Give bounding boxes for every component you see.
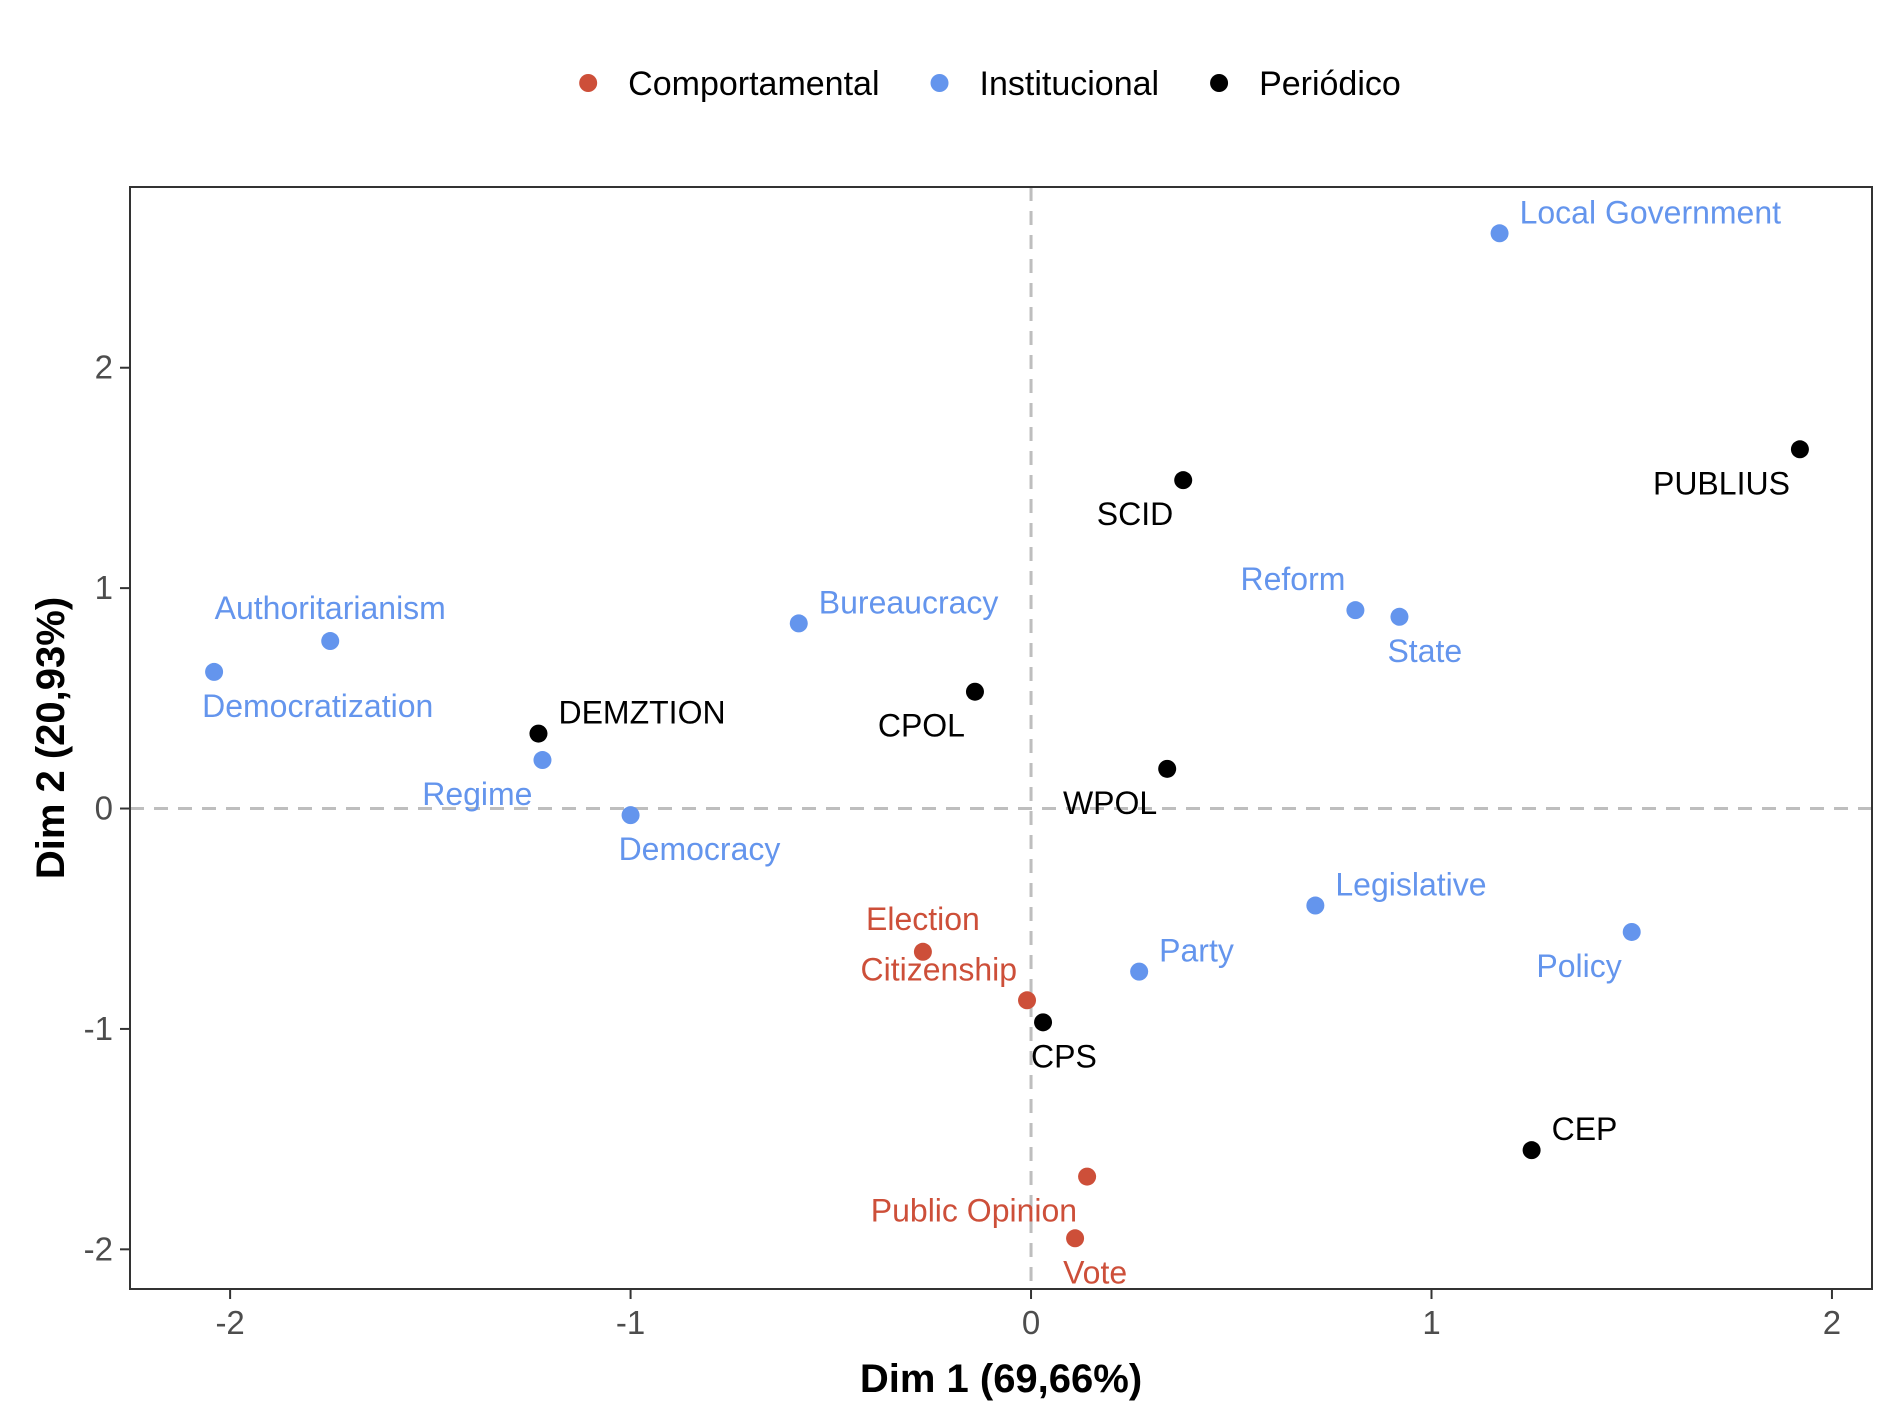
y-tick-label: -2 — [84, 1230, 113, 1267]
point-authoritarianism — [321, 632, 340, 651]
point-democracy — [621, 806, 640, 825]
reference-lines — [130, 187, 1872, 1289]
legend-label-periodico: Periódico — [1259, 65, 1401, 103]
point-label-state: State — [1387, 633, 1462, 669]
point-public-opinion — [1078, 1167, 1097, 1186]
y-axis: -2 -1 0 1 2 — [84, 349, 130, 1267]
point-cpol — [965, 682, 984, 701]
point-election — [913, 942, 932, 961]
point-scid — [1174, 471, 1193, 490]
point-label-cps: CPS — [1031, 1038, 1097, 1074]
point-label-public-opinion: Public Opinion — [871, 1193, 1077, 1229]
point-label-scid: SCID — [1097, 496, 1173, 532]
point-label-citizenship: Citizenship — [861, 951, 1018, 987]
point-state — [1390, 607, 1409, 626]
data-labels: Election Citizenship Public Opinion Vote Loc… — [202, 194, 1790, 1290]
point-label-legislative: Legislative — [1335, 867, 1486, 903]
x-tick-label: 1 — [1422, 1304, 1440, 1341]
x-tick-label: -2 — [215, 1304, 244, 1341]
legend-item-periodico: Periódico — [1210, 65, 1401, 103]
legend-label-institucional: Institucional — [980, 65, 1160, 103]
point-label-authoritarianism: Authoritarianism — [215, 590, 446, 626]
y-tick-label: 2 — [95, 349, 113, 386]
point-local-government — [1490, 224, 1509, 243]
legend: Comportamental Institucional Periódico — [579, 65, 1401, 103]
point-label-election: Election — [866, 901, 980, 937]
point-label-local-government: Local Government — [1520, 194, 1782, 230]
x-tick-label: 2 — [1823, 1304, 1841, 1341]
point-label-cpol: CPOL — [878, 708, 965, 744]
legend-key-institucional — [930, 74, 949, 92]
y-tick-label: 0 — [95, 790, 113, 827]
x-axis: -2 -1 0 1 2 — [215, 1289, 1841, 1341]
legend-label-comportamental: Comportamental — [628, 65, 879, 103]
point-label-party: Party — [1159, 933, 1234, 969]
data-points — [205, 224, 1809, 1248]
point-label-demztion: DEMZTION — [558, 695, 725, 731]
point-label-regime: Regime — [422, 776, 532, 812]
point-party — [1130, 962, 1149, 981]
point-label-publius: PUBLIUS — [1653, 465, 1790, 501]
x-tick-label: 0 — [1022, 1304, 1040, 1341]
point-cep — [1522, 1141, 1541, 1160]
point-label-reform: Reform — [1241, 561, 1346, 597]
x-tick-label: -1 — [616, 1304, 645, 1341]
point-label-vote: Vote — [1063, 1254, 1127, 1290]
point-reform — [1346, 601, 1365, 620]
y-tick-label: 1 — [95, 569, 113, 606]
point-bureaucracy — [789, 614, 808, 633]
y-axis-title: Dim 2 (20,93%) — [29, 597, 73, 879]
legend-key-comportamental — [579, 74, 598, 92]
point-label-cep: CEP — [1552, 1111, 1618, 1147]
point-publius — [1790, 440, 1809, 459]
point-cps — [1034, 1013, 1053, 1032]
point-vote — [1066, 1229, 1085, 1248]
point-label-democratization: Democratization — [202, 688, 433, 724]
y-tick-label: -1 — [84, 1010, 113, 1047]
legend-item-institucional: Institucional — [930, 65, 1160, 103]
point-label-wpol: WPOL — [1063, 785, 1157, 821]
point-label-bureaucracy: Bureaucracy — [819, 584, 999, 620]
point-label-democracy: Democracy — [619, 831, 781, 867]
point-legislative — [1306, 896, 1325, 915]
plot-panel — [129, 186, 1873, 1290]
point-regime — [533, 751, 552, 770]
point-democratization — [205, 662, 224, 681]
point-label-policy: Policy — [1536, 948, 1621, 984]
legend-item-comportamental: Comportamental — [579, 65, 880, 103]
legend-key-periodico — [1210, 74, 1229, 92]
point-policy — [1622, 922, 1641, 941]
point-wpol — [1158, 759, 1177, 778]
point-citizenship — [1018, 991, 1037, 1010]
point-demztion — [529, 724, 548, 743]
x-axis-title: Dim 1 (69,66%) — [860, 1357, 1142, 1401]
